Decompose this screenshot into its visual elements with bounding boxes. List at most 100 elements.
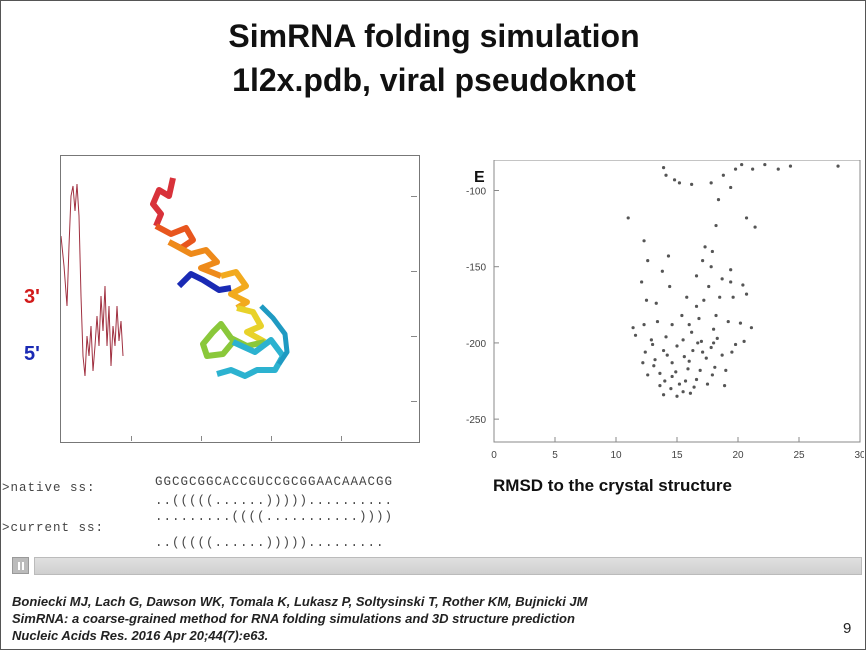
scatter-point <box>631 326 634 329</box>
scatter-point <box>695 305 698 308</box>
scatter-point <box>740 163 743 166</box>
scatter-point <box>667 254 670 257</box>
citation-title: SimRNA: a coarse-grained method for RNA … <box>12 611 575 626</box>
scatter-point <box>711 250 714 253</box>
scatter-point <box>652 364 655 367</box>
scatter-point <box>673 178 676 181</box>
native-ss-line2: .........((((...........)))) <box>155 510 393 524</box>
citation-authors: Boniecki MJ, Lach G, Dawson WK, Tomala K… <box>12 594 588 609</box>
citation-journal: Nucleic Acids Res. 2016 Apr 20;44(7):e63… <box>12 628 268 643</box>
x-tick-label: 0 <box>491 450 497 461</box>
scatter-point <box>656 320 659 323</box>
scatter-point <box>695 378 698 381</box>
scatter-point <box>732 296 735 299</box>
scatter-point <box>706 382 709 385</box>
rna-3d-structure <box>61 156 419 442</box>
scatter-point <box>634 334 637 337</box>
scatter-point <box>716 337 719 340</box>
x-tick-label: 25 <box>793 450 805 461</box>
structure-panel <box>60 155 420 443</box>
scatter-point <box>705 357 708 360</box>
x-tick-label: 20 <box>732 450 744 461</box>
scatter-point <box>734 168 737 171</box>
scatter-point <box>745 216 748 219</box>
scatter-point <box>724 369 727 372</box>
scatter-point <box>711 373 714 376</box>
scatter-point <box>642 323 645 326</box>
scatter-point <box>718 296 721 299</box>
three-prime-label: 3' <box>24 286 40 309</box>
current-ss-label: >current ss: <box>2 521 104 535</box>
scatter-point <box>686 367 689 370</box>
scatter-point <box>721 277 724 280</box>
scatter-point <box>710 265 713 268</box>
scatter-point <box>671 375 674 378</box>
scatter-point <box>662 166 665 169</box>
scatter-point <box>713 366 716 369</box>
slide-subtitle: 1l2x.pdb, viral pseudoknot <box>0 62 868 99</box>
scatter-point <box>729 186 732 189</box>
scatter-point <box>668 285 671 288</box>
scatter-point <box>664 335 667 338</box>
scatter-point <box>700 340 703 343</box>
five-prime-label: 5' <box>24 343 40 366</box>
scatter-point <box>714 314 717 317</box>
scatter-point <box>714 224 717 227</box>
scatter-point <box>710 346 713 349</box>
scatter-point <box>640 280 643 283</box>
scatter-point <box>645 299 648 302</box>
scatter-point <box>836 164 839 167</box>
scatter-point <box>743 340 746 343</box>
scatter-point <box>662 393 665 396</box>
scatter-point <box>664 174 667 177</box>
scatter-point <box>691 349 694 352</box>
x-tick-label: 10 <box>610 450 622 461</box>
scatter-point <box>777 168 780 171</box>
scatter-point <box>729 268 732 271</box>
scatter-point <box>717 198 720 201</box>
scatter-point <box>678 181 681 184</box>
scatter-point <box>655 302 658 305</box>
scatter-point <box>707 285 710 288</box>
energy-rmsd-scatter: E -100 -150 -200 -250 0 5 10 15 20 25 30 <box>452 160 864 470</box>
scatter-point <box>682 390 685 393</box>
scatter-point <box>671 361 674 364</box>
scatter-point <box>703 245 706 248</box>
scatter-point <box>653 358 656 361</box>
scatter-point <box>683 355 686 358</box>
scatter-point <box>753 225 756 228</box>
scatter-point <box>682 338 685 341</box>
x-tick-label: 30 <box>854 450 864 461</box>
scatter-point <box>680 314 683 317</box>
scatter-point <box>689 392 692 395</box>
scatter-point <box>690 183 693 186</box>
scatter-point <box>699 369 702 372</box>
native-ss-label: >native ss: <box>2 481 96 495</box>
scatter-point <box>712 341 715 344</box>
scatter-point <box>692 386 695 389</box>
pause-icon[interactable] <box>12 557 29 574</box>
scatter-point <box>685 296 688 299</box>
scatter-point <box>702 299 705 302</box>
y-tick-label: -150 <box>466 263 486 274</box>
scatter-point <box>722 174 725 177</box>
scatter-point <box>644 350 647 353</box>
scatter-point <box>710 181 713 184</box>
scatter-point <box>675 344 678 347</box>
scatter-point <box>666 354 669 357</box>
scatter-point <box>701 350 704 353</box>
x-tick-label: 5 <box>552 450 558 461</box>
seek-bar[interactable] <box>34 557 862 575</box>
scatter-point <box>651 343 654 346</box>
scatter-point <box>712 328 715 331</box>
scatter-point <box>641 361 644 364</box>
scatter-point <box>721 354 724 357</box>
scatter-point <box>688 323 691 326</box>
scatter-point <box>690 331 693 334</box>
scatter-point <box>696 341 699 344</box>
scatter-point <box>658 372 661 375</box>
rna-sequence: GGCGCGGCACCGUCCGCGGAACAAACGG <box>155 475 393 489</box>
y-axis-label: E <box>474 169 485 186</box>
scatter-point <box>674 370 677 373</box>
scatter-point <box>723 384 726 387</box>
